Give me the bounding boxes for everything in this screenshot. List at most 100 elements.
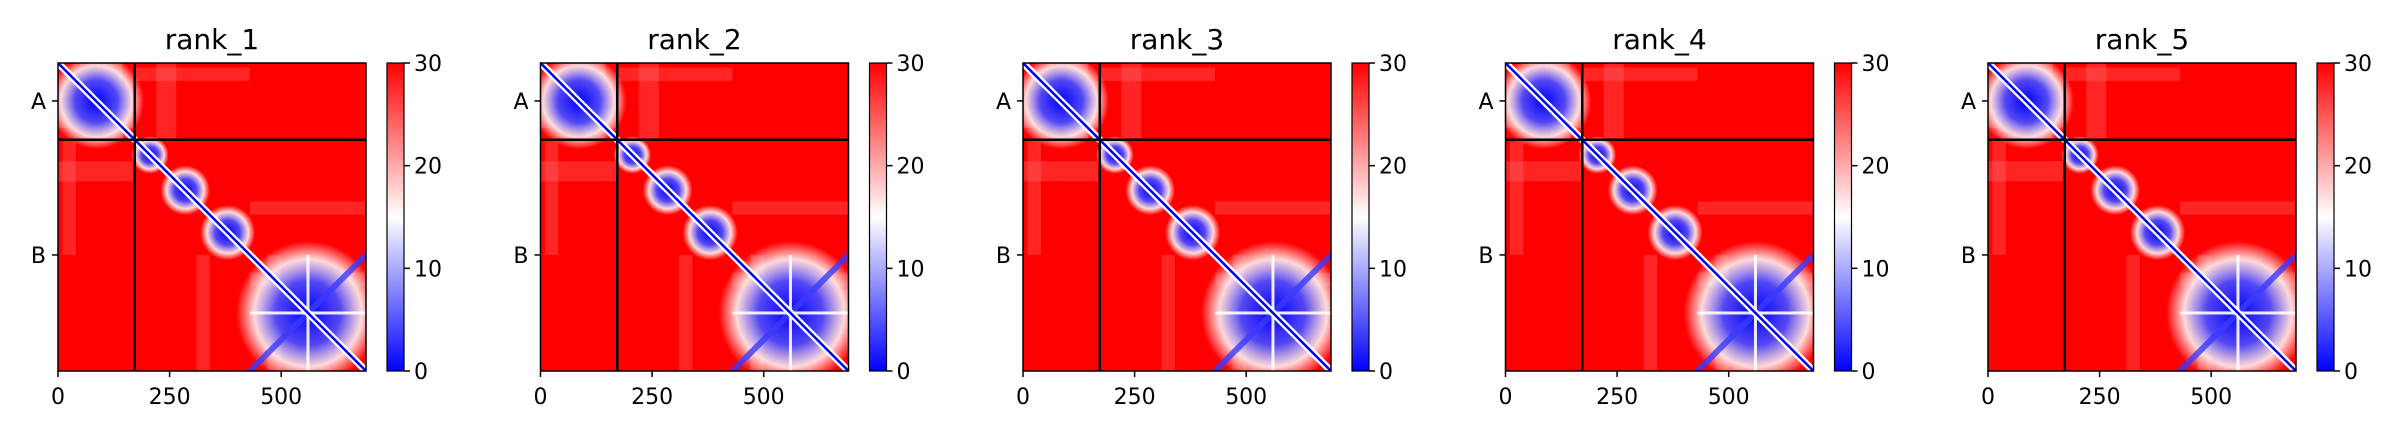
colorbar-tick-label: 30	[1379, 52, 1407, 77]
x-tick-label: 500	[260, 385, 302, 410]
heatmap-streak	[1161, 254, 1175, 371]
colorbar-tick-label: 0	[1862, 360, 1876, 385]
colorbar	[868, 62, 888, 372]
row-label: A	[1478, 90, 1493, 115]
heatmap-streak	[732, 201, 849, 215]
heatmap-panel: rank_3 0 250 500 A B 0 10 20 30	[996, 23, 1407, 410]
x-tick-label: 0	[1016, 385, 1030, 410]
heatmap-streak	[544, 139, 559, 255]
row-label: B	[31, 244, 46, 269]
colorbar-tick-label: 30	[897, 52, 925, 77]
heatmap-streak	[1697, 201, 1814, 215]
row-label: A	[996, 90, 1011, 115]
colorbar-tick-label: 20	[2344, 155, 2372, 180]
x-tick-label: 250	[1596, 385, 1638, 410]
heatmap-streak	[1988, 161, 2065, 182]
heatmap-streak	[156, 63, 177, 140]
heatmap-streak	[678, 254, 693, 371]
heatmap-image	[58, 63, 366, 371]
heatmap-streak	[2126, 254, 2140, 371]
heatmap-streak	[2179, 201, 2296, 215]
heatmap-streak	[2086, 63, 2107, 140]
heatmap-panel: rank_1 0 250 500 A B 0 10 20 30	[31, 23, 442, 410]
row-label: B	[996, 244, 1011, 269]
heatmap-streak	[1643, 254, 1658, 371]
panel-title: rank_2	[647, 23, 741, 56]
heatmap-image	[540, 63, 849, 371]
colorbar-tick-label: 0	[414, 360, 428, 385]
heatmap-streak	[540, 161, 618, 182]
colorbar-tick-label: 30	[2344, 52, 2372, 77]
heatmap-diagonal	[58, 63, 366, 371]
heatmap-streak	[196, 254, 210, 371]
heatmap-diagonal	[1505, 63, 1814, 371]
colorbar-tick-label: 10	[897, 257, 925, 282]
x-tick-label: 500	[1225, 385, 1267, 410]
axes-frame	[1504, 62, 1815, 372]
colorbar-tick-label: 0	[897, 360, 911, 385]
heatmap-image	[1505, 63, 1814, 371]
heatmap-streak	[1603, 63, 1624, 140]
heatmap-diagonal	[1988, 63, 2296, 371]
heatmap-streak	[1023, 161, 1100, 182]
heatmap-streak	[1992, 139, 2006, 255]
colorbar-tick-label: 10	[414, 257, 442, 282]
x-tick-label: 0	[1499, 385, 1513, 410]
x-tick-label: 0	[51, 385, 65, 410]
panel-title: rank_5	[2095, 23, 2189, 56]
colorbar-tick-label: 20	[414, 155, 442, 180]
row-label: B	[1478, 244, 1493, 269]
row-label: A	[513, 90, 528, 115]
heatmap-streak	[1509, 139, 1524, 255]
panel-title: rank_4	[1612, 23, 1706, 56]
heatmap-panel: rank_5 0 250 500 A B 0 10 20 30	[1961, 23, 2372, 410]
axes-frame	[57, 62, 367, 372]
heatmap-diagonal	[540, 63, 849, 371]
panel-title: rank_1	[165, 23, 259, 56]
row-label: A	[1961, 90, 1976, 115]
heatmap-streak	[2064, 67, 2180, 81]
x-tick-label: 250	[631, 385, 673, 410]
heatmap-streak	[638, 63, 659, 140]
heatmap-streak	[1214, 201, 1331, 215]
colorbar-tick-label: 20	[1379, 155, 1407, 180]
row-label: B	[1961, 244, 1976, 269]
heatmap-streak	[1505, 161, 1583, 182]
colorbar-tick-label: 10	[1379, 257, 1407, 282]
heatmap-panel: rank_4 0 250 500 A B 0 10 20 30	[1478, 23, 1889, 410]
x-tick-label: 500	[2190, 385, 2232, 410]
x-tick-label: 500	[1708, 385, 1750, 410]
x-tick-label: 250	[1114, 385, 1156, 410]
colorbar	[1833, 62, 1853, 372]
colorbar	[2316, 62, 2335, 372]
axes-frame	[1987, 62, 2297, 372]
heatmap-streak	[1099, 67, 1215, 81]
heatmap-panel: rank_2 0 250 500 A B 0 10 20 30	[513, 23, 924, 410]
panel-title: rank_3	[1130, 23, 1224, 56]
colorbar-tick-label: 0	[1379, 360, 1393, 385]
heatmap-streak	[58, 161, 135, 182]
heatmap-streak	[1582, 67, 1698, 81]
colorbar-tick-label: 30	[1862, 52, 1890, 77]
axes-frame	[539, 62, 850, 372]
colorbar	[1351, 62, 1370, 372]
colorbar-tick-label: 0	[2344, 360, 2358, 385]
row-label: A	[31, 90, 46, 115]
colorbar-tick-label: 10	[1862, 257, 1890, 282]
heatmap-image	[1988, 63, 2296, 371]
x-tick-label: 500	[743, 385, 785, 410]
heatmap-image	[1023, 63, 1331, 371]
heatmap-streak	[62, 139, 76, 255]
heatmap-streak	[249, 201, 366, 215]
colorbar	[386, 62, 405, 372]
x-tick-label: 0	[1981, 385, 1995, 410]
colorbar-tick-label: 30	[414, 52, 442, 77]
heatmap-streak	[1121, 63, 1142, 140]
colorbar-tick-label: 10	[2344, 257, 2372, 282]
x-tick-label: 0	[534, 385, 548, 410]
heatmap-streak	[1027, 139, 1041, 255]
colorbar-tick-label: 20	[897, 155, 925, 180]
axes-frame	[1022, 62, 1332, 372]
x-tick-label: 250	[149, 385, 191, 410]
